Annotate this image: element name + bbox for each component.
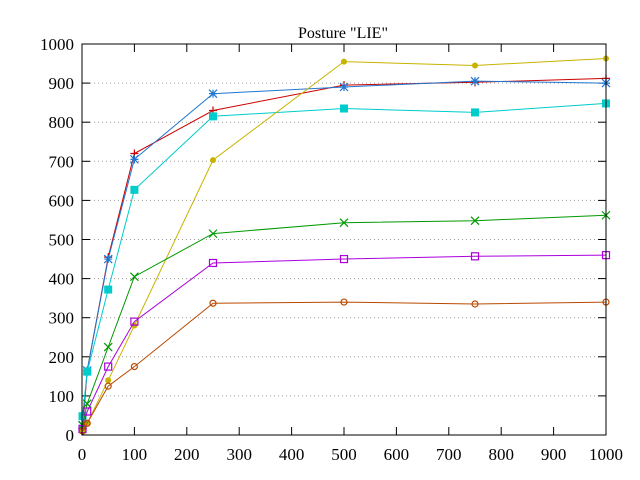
series-2 (78, 76, 611, 430)
data-point (470, 76, 480, 86)
series-5 (78, 210, 611, 430)
x-tick-label: 500 (331, 445, 357, 464)
x-tick-label: 0 (78, 445, 87, 464)
data-point (470, 216, 480, 226)
series-line (82, 102, 607, 417)
series-7 (78, 298, 610, 435)
y-tick-label: 200 (49, 348, 75, 367)
series-line (82, 77, 607, 432)
data-point (103, 254, 113, 264)
y-tick-label: 600 (49, 191, 75, 210)
data-point (104, 362, 113, 371)
data-point (103, 342, 113, 352)
data-point (339, 82, 349, 92)
data-point (130, 317, 139, 326)
data-point (78, 425, 87, 434)
x-tick-label: 900 (541, 445, 567, 464)
data-point (471, 108, 479, 117)
data-point (470, 252, 480, 261)
data-point (340, 104, 348, 113)
data-point (208, 258, 218, 268)
x-tick-label: 400 (279, 445, 305, 464)
x-tick-label: 200 (174, 445, 200, 464)
x-tick-label: 700 (436, 445, 462, 464)
series-line (82, 58, 607, 432)
y-tick-label: 300 (49, 309, 75, 328)
y-tick-label: 400 (49, 270, 75, 289)
data-point (105, 377, 112, 384)
series-line (82, 254, 607, 430)
series-6 (78, 251, 611, 434)
data-point (210, 157, 216, 164)
series-line (82, 214, 607, 426)
axes: 0 100 200 300 400 500 600 700 800 900 1000 0 100 200 3… (40, 35, 623, 464)
data-point (83, 419, 91, 427)
data-point (130, 362, 138, 371)
series-1 (78, 74, 610, 436)
data-point (208, 229, 218, 239)
y-tick-label: 900 (49, 74, 75, 93)
data-point (129, 272, 139, 282)
data-point (341, 58, 347, 65)
series-line (82, 301, 607, 432)
plot-frame (81, 43, 607, 436)
x-tick-label: 800 (488, 445, 514, 464)
x-tick-label: 1000 (589, 445, 623, 464)
data-point (208, 89, 218, 99)
x-tick-label: 600 (384, 445, 410, 464)
data-point (78, 427, 87, 435)
series-layer (78, 55, 611, 436)
data-point (340, 298, 348, 306)
data-point (83, 367, 92, 376)
series-line (82, 80, 607, 426)
data-point (78, 412, 87, 421)
data-point (129, 154, 139, 164)
data-point (104, 285, 113, 294)
data-point (339, 254, 349, 264)
grid-lines (82, 82, 606, 397)
y-tick-label: 1000 (40, 35, 74, 54)
data-point (130, 185, 139, 194)
data-point (104, 382, 112, 390)
data-point (472, 62, 478, 69)
y-tick-label: 500 (49, 231, 75, 250)
y-tick-label: 0 (66, 426, 75, 445)
series-3 (78, 99, 610, 421)
y-tick-label: 800 (49, 113, 75, 132)
y-tick-label: 700 (49, 152, 75, 171)
data-point (209, 112, 217, 121)
data-point (209, 299, 217, 307)
chart-title: Posture "LIE" (298, 25, 388, 42)
y-tick-label: 100 (49, 387, 75, 406)
x-tick-label: 300 (226, 445, 252, 464)
data-point (471, 300, 479, 308)
data-point (83, 407, 92, 416)
data-point (339, 218, 349, 228)
x-tick-label: 100 (122, 445, 148, 464)
